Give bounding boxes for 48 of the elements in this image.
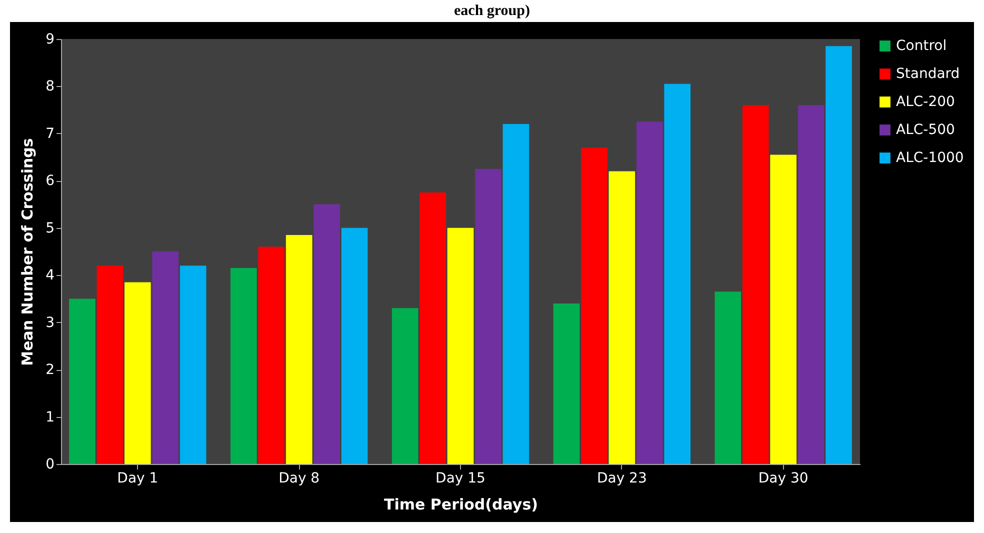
legend-label: Control bbox=[896, 38, 947, 54]
bar bbox=[502, 124, 530, 464]
bar bbox=[581, 148, 608, 464]
y-tick-label: 7 bbox=[46, 126, 54, 142]
legend-label: ALC-200 bbox=[896, 94, 955, 110]
bar bbox=[230, 268, 257, 464]
y-axis-title: Mean Number of Crossings bbox=[18, 138, 37, 366]
bar bbox=[608, 171, 636, 464]
bar bbox=[553, 303, 580, 464]
bar bbox=[124, 282, 151, 464]
bar bbox=[664, 84, 691, 464]
x-axis-title: Time Period(days) bbox=[384, 496, 538, 514]
y-tick-label: 4 bbox=[46, 268, 55, 284]
bar bbox=[770, 154, 796, 464]
y-tick-label: 1 bbox=[46, 409, 54, 426]
x-tick-label: Day 23 bbox=[596, 470, 647, 486]
legend-label: ALC-500 bbox=[896, 122, 955, 138]
y-tick-label: 9 bbox=[46, 32, 54, 48]
bar bbox=[475, 168, 502, 464]
bar bbox=[314, 204, 340, 464]
y-tick-label: 2 bbox=[46, 362, 54, 378]
bar bbox=[69, 298, 96, 464]
y-tick-label: 8 bbox=[46, 78, 54, 95]
bar bbox=[826, 46, 852, 464]
x-tick-label: Day 1 bbox=[117, 470, 158, 486]
bar bbox=[180, 266, 206, 464]
x-tick-label: Day 8 bbox=[278, 470, 320, 486]
x-tick-label: Day 15 bbox=[436, 470, 486, 486]
y-tick-label: 3 bbox=[46, 314, 54, 331]
bar bbox=[286, 234, 312, 464]
bar bbox=[392, 308, 418, 464]
bar bbox=[798, 105, 824, 464]
bar bbox=[636, 122, 663, 464]
bar bbox=[742, 105, 769, 464]
bar bbox=[258, 246, 285, 464]
y-tick-label: 0 bbox=[46, 456, 54, 472]
bar bbox=[420, 192, 446, 464]
bar bbox=[447, 228, 474, 464]
x-tick-label: Day 30 bbox=[758, 470, 808, 486]
bar bbox=[152, 252, 179, 464]
bar bbox=[714, 292, 742, 464]
legend-label: ALC-1000 bbox=[896, 150, 964, 166]
bar bbox=[341, 228, 368, 464]
legend-label: Standard bbox=[896, 66, 960, 82]
y-tick-label: 5 bbox=[46, 220, 54, 236]
y-tick-label: 6 bbox=[46, 173, 55, 190]
chart-title: each group) bbox=[453, 2, 531, 21]
bar bbox=[96, 266, 124, 464]
